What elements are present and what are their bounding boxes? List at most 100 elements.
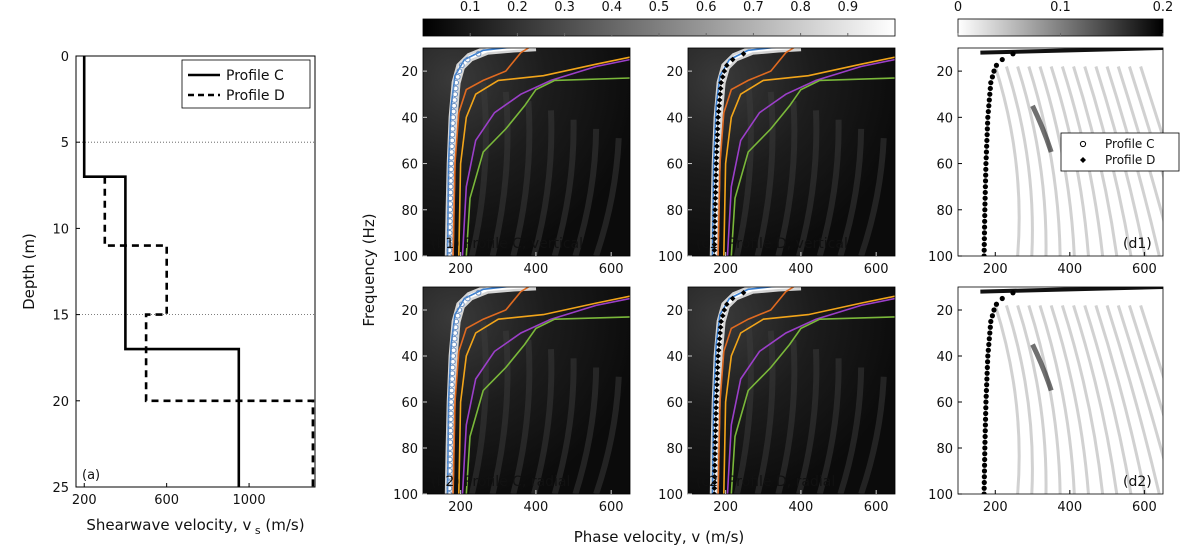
panel-texture-streak xyxy=(796,348,820,494)
picked-point-marker xyxy=(447,427,454,434)
picked-point-marker xyxy=(986,97,992,103)
panel-y-tick-label: 60 xyxy=(936,396,953,411)
panel-x-tick-label: 400 xyxy=(1057,500,1082,515)
panel-x-tick-label: 400 xyxy=(788,500,813,515)
picked-point-marker xyxy=(448,172,454,179)
panel-texture-streak xyxy=(531,110,555,256)
picked-point-marker xyxy=(987,85,993,92)
picked-point-marker xyxy=(446,473,453,480)
shared-x-axis-label: Phase velocity, v (m/s) xyxy=(574,528,745,546)
colorbar-colorbar-d: 0 0.1 0.2 xyxy=(954,0,1173,37)
picked-point-marker xyxy=(451,341,458,348)
panel-texture-streak xyxy=(1038,304,1076,494)
picked-point-marker xyxy=(991,307,997,313)
panel-texture-streak xyxy=(1139,66,1163,142)
panel-y-tick-label: 20 xyxy=(666,65,683,80)
picked-point-marker xyxy=(989,74,995,80)
panel-plot-area xyxy=(688,48,895,256)
panel-y-tick-label: 80 xyxy=(666,442,683,457)
panel-plot-area xyxy=(423,287,630,494)
picked-point-marker xyxy=(983,172,989,178)
panel-texture-streak xyxy=(837,367,865,494)
picked-point-marker xyxy=(717,91,723,98)
picked-point-marker xyxy=(982,445,988,451)
panel-texture-streak xyxy=(754,91,776,256)
picked-point-marker xyxy=(729,56,736,63)
picked-point-marker xyxy=(983,399,989,405)
panel-y-tick-label: 40 xyxy=(666,350,683,365)
picked-point-marker xyxy=(712,201,719,207)
picked-point-marker xyxy=(713,154,720,161)
picked-point-marker xyxy=(987,91,993,97)
picked-point-marker xyxy=(447,212,453,219)
picked-point-marker xyxy=(982,178,989,184)
picked-point-marker xyxy=(716,97,723,103)
picked-point-marker xyxy=(456,307,463,313)
colorbar-tick-label: 0 xyxy=(954,0,962,15)
mode-curve xyxy=(730,316,895,494)
picked-point-marker xyxy=(993,301,1000,307)
picked-point-marker xyxy=(711,235,718,242)
panel-x-tick-label: 600 xyxy=(1132,262,1157,277)
picked-point-marker xyxy=(452,91,459,98)
picked-point-marker xyxy=(446,479,453,486)
panel-texture-streak xyxy=(1128,304,1163,418)
picked-point-marker xyxy=(451,97,458,103)
panel-x-tick-label: 600 xyxy=(864,262,889,277)
picked-point-marker xyxy=(447,183,454,190)
panel-b1: 200 400 600 20 40 60 80 100 (b1) Profile C, vert… xyxy=(393,47,631,277)
panel-texture-streak xyxy=(551,358,577,494)
panel-texture-streak xyxy=(469,82,489,256)
picked-point-marker xyxy=(982,184,988,190)
picked-point-marker xyxy=(981,247,987,253)
panel-y-tick-label: 40 xyxy=(936,111,953,126)
picked-point-marker xyxy=(452,330,459,336)
picked-point-marker xyxy=(450,108,457,115)
picked-point-marker xyxy=(718,79,724,86)
picked-point-marker xyxy=(714,376,720,382)
panel-y-tick-label: 80 xyxy=(666,204,683,219)
panel-x-tick-label: 200 xyxy=(448,500,473,515)
picked-point-marker xyxy=(985,353,991,359)
mode-curve xyxy=(458,295,630,494)
colorbar-tick-label: 0.1 xyxy=(1050,0,1071,15)
panel-a-y-tick-label: 5 xyxy=(61,136,69,151)
picked-point-marker xyxy=(982,456,988,463)
picked-point-marker xyxy=(721,307,728,313)
colorbar-tick-label: 0.6 xyxy=(696,0,717,15)
panel-a-y-tick-label: 25 xyxy=(52,481,69,496)
picked-point-marker xyxy=(987,324,993,330)
panel-texture-streak xyxy=(1030,343,1054,392)
picked-point-marker xyxy=(981,485,987,491)
picked-point-marker xyxy=(715,353,721,359)
picked-point-marker xyxy=(716,341,722,348)
panel-label: (d2) xyxy=(1123,474,1152,490)
panel-y-tick-label: 20 xyxy=(401,304,418,319)
picked-point-marker xyxy=(982,451,988,457)
picked-point-marker xyxy=(984,382,990,388)
panel-label: (c2) Profile D, radial xyxy=(696,474,835,490)
panel-x-tick-label: 200 xyxy=(713,262,738,277)
picked-point-marker xyxy=(985,347,991,353)
picked-point-marker xyxy=(986,341,992,348)
panel-x-tick-label: 600 xyxy=(864,500,889,515)
panel-frame xyxy=(687,286,896,495)
picked-point-marker xyxy=(453,79,460,86)
panel-a-legend-box xyxy=(181,59,311,109)
picked-point-marker xyxy=(448,399,455,405)
picked-point-marker xyxy=(984,364,990,371)
picked-point-marker xyxy=(449,125,456,132)
picked-point-marker xyxy=(447,422,454,428)
picked-point-marker xyxy=(988,80,994,86)
picked-point-marker xyxy=(999,56,1005,63)
picked-point-marker xyxy=(982,439,988,445)
picked-point-marker xyxy=(446,491,453,494)
picked-point-marker xyxy=(451,335,458,342)
mode-curve xyxy=(726,297,895,494)
panel-plot-area xyxy=(423,48,630,256)
picked-point-marker xyxy=(448,404,454,411)
panel-texture-streak xyxy=(734,82,754,256)
picked-point-marker xyxy=(719,74,726,80)
colorbar-tick-label: 0.1 xyxy=(460,0,481,15)
picked-point-marker xyxy=(446,253,453,256)
